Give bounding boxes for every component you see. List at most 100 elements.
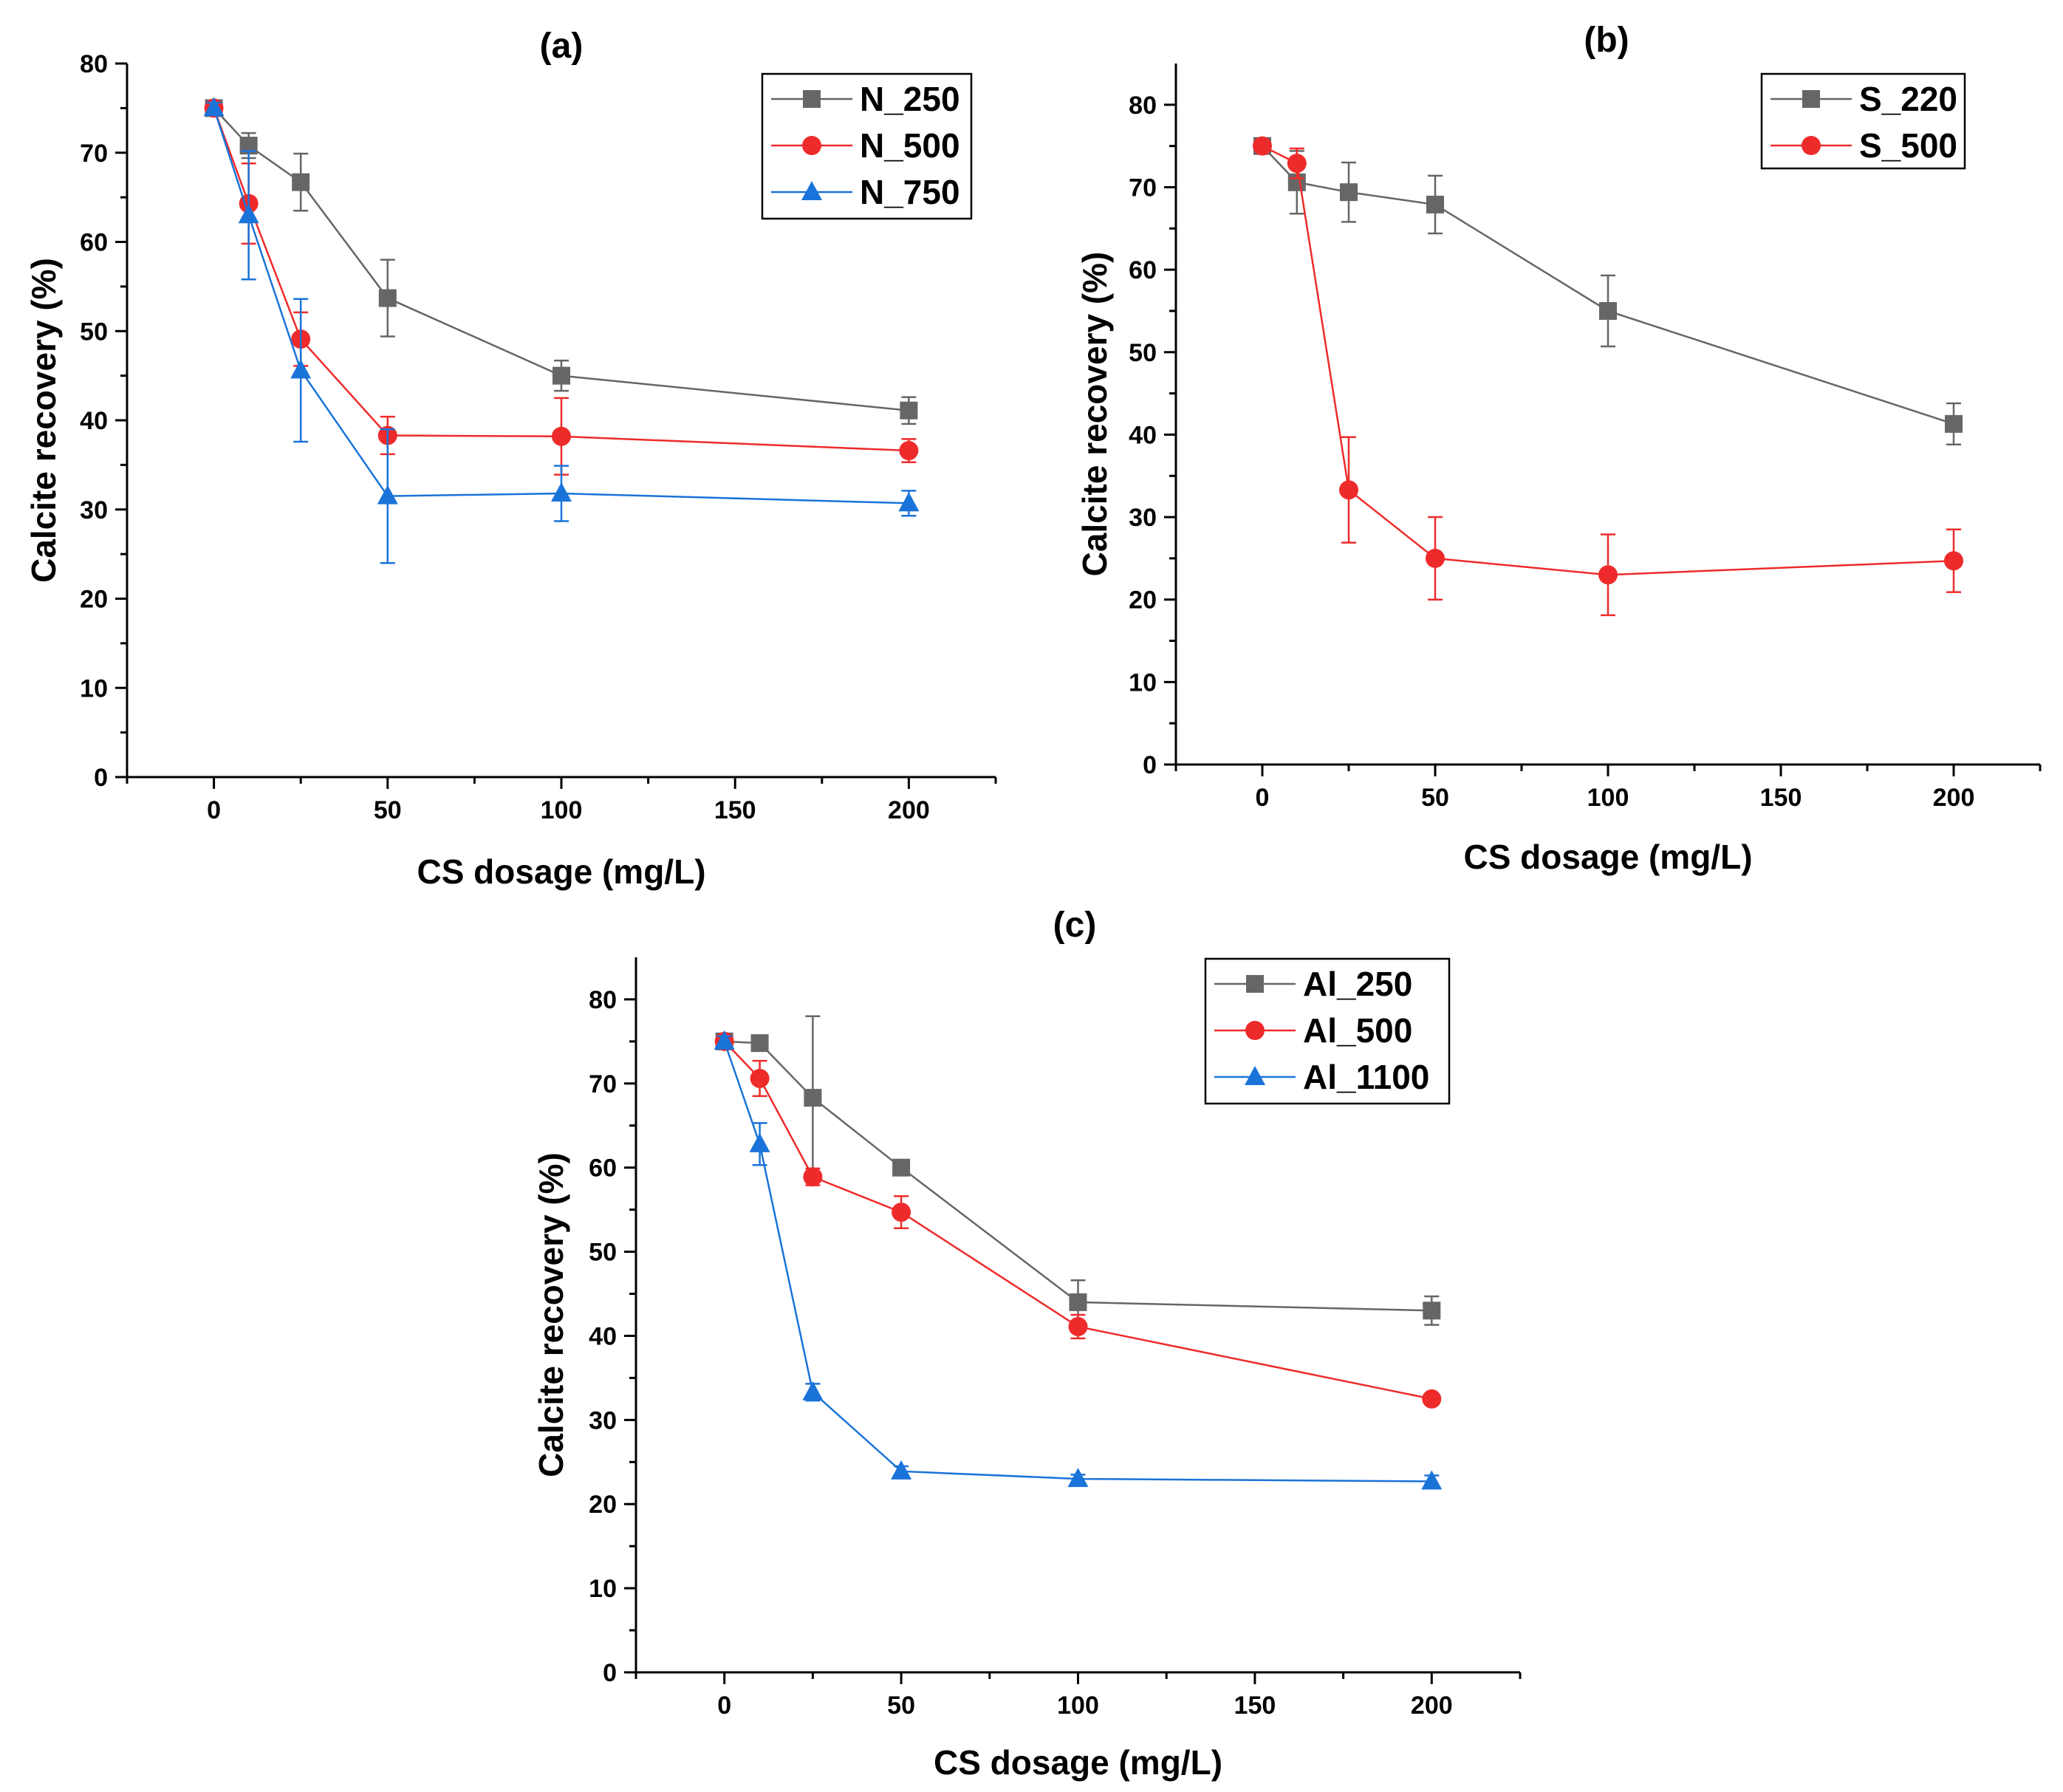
- x-tick-label: 150: [1760, 784, 1802, 812]
- x-tick-label: 50: [374, 796, 402, 824]
- x-tick-label: 150: [714, 796, 756, 824]
- data-point: [802, 1381, 824, 1401]
- x-tick-label: 50: [1421, 784, 1449, 812]
- series-n-750: [203, 97, 920, 564]
- legend-label: Al_250: [1303, 965, 1412, 1003]
- y-axis-label: Calcite recovery (%): [24, 258, 63, 583]
- y-tick-label: 30: [589, 1406, 617, 1434]
- panel-title: (a): [540, 27, 584, 66]
- data-point: [238, 204, 259, 224]
- series-line: [1262, 145, 1954, 576]
- x-tick-label: 100: [1057, 1692, 1099, 1720]
- data-point: [377, 485, 398, 505]
- y-tick-label: 80: [1129, 92, 1157, 120]
- panel-title: (c): [1053, 906, 1097, 945]
- series-s-220: [1253, 137, 1963, 446]
- y-tick-label: 60: [1129, 256, 1157, 284]
- data-point: [290, 359, 312, 379]
- y-tick-label: 70: [589, 1070, 617, 1098]
- x-tick-label: 100: [541, 796, 583, 824]
- y-tick-label: 50: [1129, 339, 1157, 367]
- data-point: [1422, 1389, 1442, 1409]
- legend-label: S_500: [1859, 126, 1957, 165]
- y-tick-label: 80: [589, 986, 617, 1014]
- series-line: [213, 107, 909, 505]
- x-tick-label: 200: [1411, 1692, 1453, 1720]
- data-point: [892, 1158, 911, 1177]
- data-point: [1945, 414, 1963, 433]
- data-point: [1253, 136, 1272, 156]
- legend-marker: [1802, 90, 1820, 108]
- legend-label: N_500: [860, 126, 960, 165]
- data-point: [1426, 548, 1445, 568]
- data-point: [378, 289, 397, 307]
- x-tick-label: 50: [887, 1692, 915, 1720]
- data-point: [552, 366, 570, 385]
- data-point: [750, 1068, 770, 1088]
- y-tick-label: 0: [1143, 751, 1157, 779]
- y-tick-label: 10: [80, 674, 108, 702]
- data-point: [891, 1460, 912, 1480]
- legend-label: Al_500: [1303, 1011, 1412, 1050]
- data-point: [1287, 154, 1307, 174]
- data-point: [804, 1089, 822, 1107]
- data-point: [292, 173, 310, 191]
- y-axis-label: Calcite recovery (%): [1075, 252, 1114, 577]
- x-tick-label: 200: [888, 796, 930, 824]
- legend: N_250 N_500 N_750: [761, 72, 973, 220]
- x-tick-label: 0: [717, 1692, 731, 1720]
- data-point: [900, 401, 918, 420]
- y-tick-label: 40: [589, 1322, 617, 1350]
- data-point: [1426, 195, 1444, 213]
- legend: Al_250 Al_500 Al_1100: [1204, 957, 1451, 1105]
- data-point: [714, 1030, 735, 1050]
- data-point: [899, 441, 919, 461]
- data-point: [898, 492, 920, 512]
- x-axis-label: CS dosage (mg/L): [1463, 838, 1752, 876]
- legend-box: [1760, 72, 1966, 170]
- y-tick-label: 50: [589, 1239, 617, 1267]
- y-axis-label: Calcite recovery (%): [532, 1152, 570, 1477]
- legend-marker: [1802, 136, 1821, 155]
- y-tick-label: 70: [1129, 174, 1157, 202]
- x-tick-label: 200: [1933, 784, 1975, 812]
- x-tick-label: 100: [1587, 784, 1629, 812]
- y-tick-label: 50: [80, 318, 108, 346]
- data-point: [1340, 183, 1358, 202]
- data-point: [749, 1132, 770, 1152]
- series-s-500: [1253, 136, 1963, 617]
- data-point: [750, 1034, 769, 1053]
- y-tick-label: 10: [1129, 668, 1157, 697]
- data-point: [203, 97, 225, 117]
- legend-marker: [803, 90, 821, 108]
- legend-label: N_750: [860, 173, 960, 211]
- legend: S_220 S_500: [1760, 72, 1966, 170]
- y-tick-label: 20: [80, 586, 108, 614]
- data-point: [1068, 1316, 1088, 1336]
- series-line: [723, 1041, 1432, 1482]
- x-tick-label: 150: [1234, 1692, 1276, 1720]
- legend-marker: [801, 181, 822, 200]
- y-tick-label: 10: [589, 1575, 617, 1603]
- data-point: [1339, 480, 1358, 500]
- legend-marker: [1245, 1066, 1265, 1085]
- y-tick-label: 0: [94, 764, 108, 792]
- data-point: [892, 1203, 911, 1222]
- data-point: [1944, 551, 1963, 571]
- data-point: [1423, 1302, 1441, 1320]
- y-tick-label: 30: [80, 496, 108, 524]
- legend-label: Al_1100: [1303, 1058, 1429, 1096]
- series-line: [213, 107, 909, 452]
- data-point: [1599, 301, 1617, 320]
- data-point: [803, 1167, 823, 1187]
- x-axis-label: CS dosage (mg/L): [934, 1743, 1222, 1782]
- data-point: [552, 426, 571, 446]
- legend-marker: [802, 136, 821, 155]
- data-point: [1421, 1470, 1443, 1490]
- x-tick-label: 0: [207, 796, 221, 824]
- data-point: [1069, 1293, 1087, 1311]
- legend-marker: [1246, 975, 1264, 993]
- chart-panel-a: (a) 0 10 20 30 40 50 60 70 80 0 50 100 150 200 CS dosag…: [24, 27, 997, 891]
- y-tick-label: 0: [603, 1659, 617, 1687]
- chart-panel-b: (b) 0 10 20 30 40 50 60 70 80 0 50 100 150 200 CS dosag…: [1075, 21, 2042, 876]
